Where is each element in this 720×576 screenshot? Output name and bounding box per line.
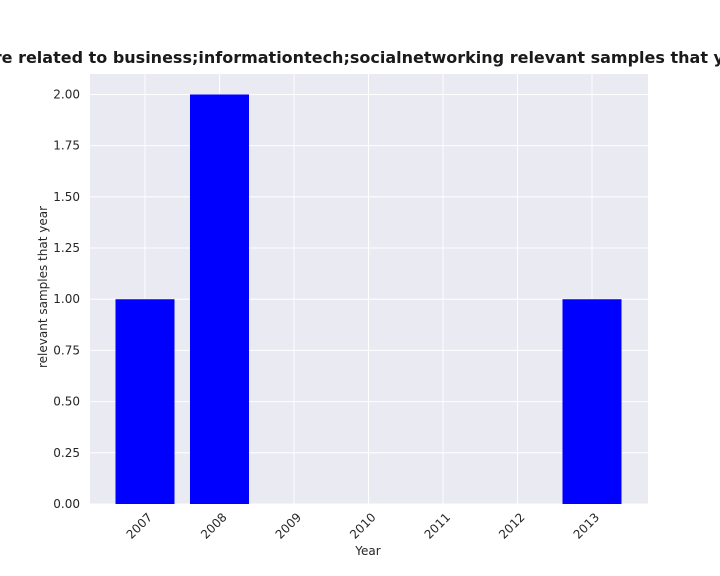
y-tick-label: 0.00 (53, 497, 80, 511)
x-tick-label: 2009 (273, 510, 304, 541)
bars (115, 94, 622, 504)
y-tick-labels: 0.00 0.25 0.50 0.75 1.00 1.25 1.50 1.75 2.00 (53, 87, 80, 511)
y-tick-label: 1.75 (53, 139, 80, 153)
y-tick-label: 1.50 (53, 190, 80, 204)
x-tick-labels: 2007 2008 2009 2010 2011 2012 2013 (124, 510, 602, 541)
y-tick-label: 1.00 (53, 292, 80, 306)
y-tick-label: 0.50 (53, 395, 80, 409)
bar-2007 (115, 299, 175, 504)
x-tick-label: 2008 (198, 510, 229, 541)
y-tick-label: 0.75 (53, 343, 80, 357)
x-tick-label: 2013 (571, 510, 602, 541)
bar-2008 (190, 94, 249, 504)
x-tick-label: 2007 (124, 510, 155, 541)
x-tick-label: 2010 (347, 510, 378, 541)
bar-2013 (562, 299, 622, 504)
y-axis-label: relevant samples that year (36, 206, 50, 368)
x-tick-label: 2011 (422, 510, 453, 541)
y-tick-label: 1.25 (53, 241, 80, 255)
y-tick-label: 2.00 (53, 87, 80, 101)
y-tick-label: 0.25 (53, 446, 80, 460)
x-axis-label: Year (354, 544, 380, 558)
x-tick-label: 2012 (496, 510, 527, 541)
chart-title: Papers that are related to business;info… (0, 48, 720, 67)
